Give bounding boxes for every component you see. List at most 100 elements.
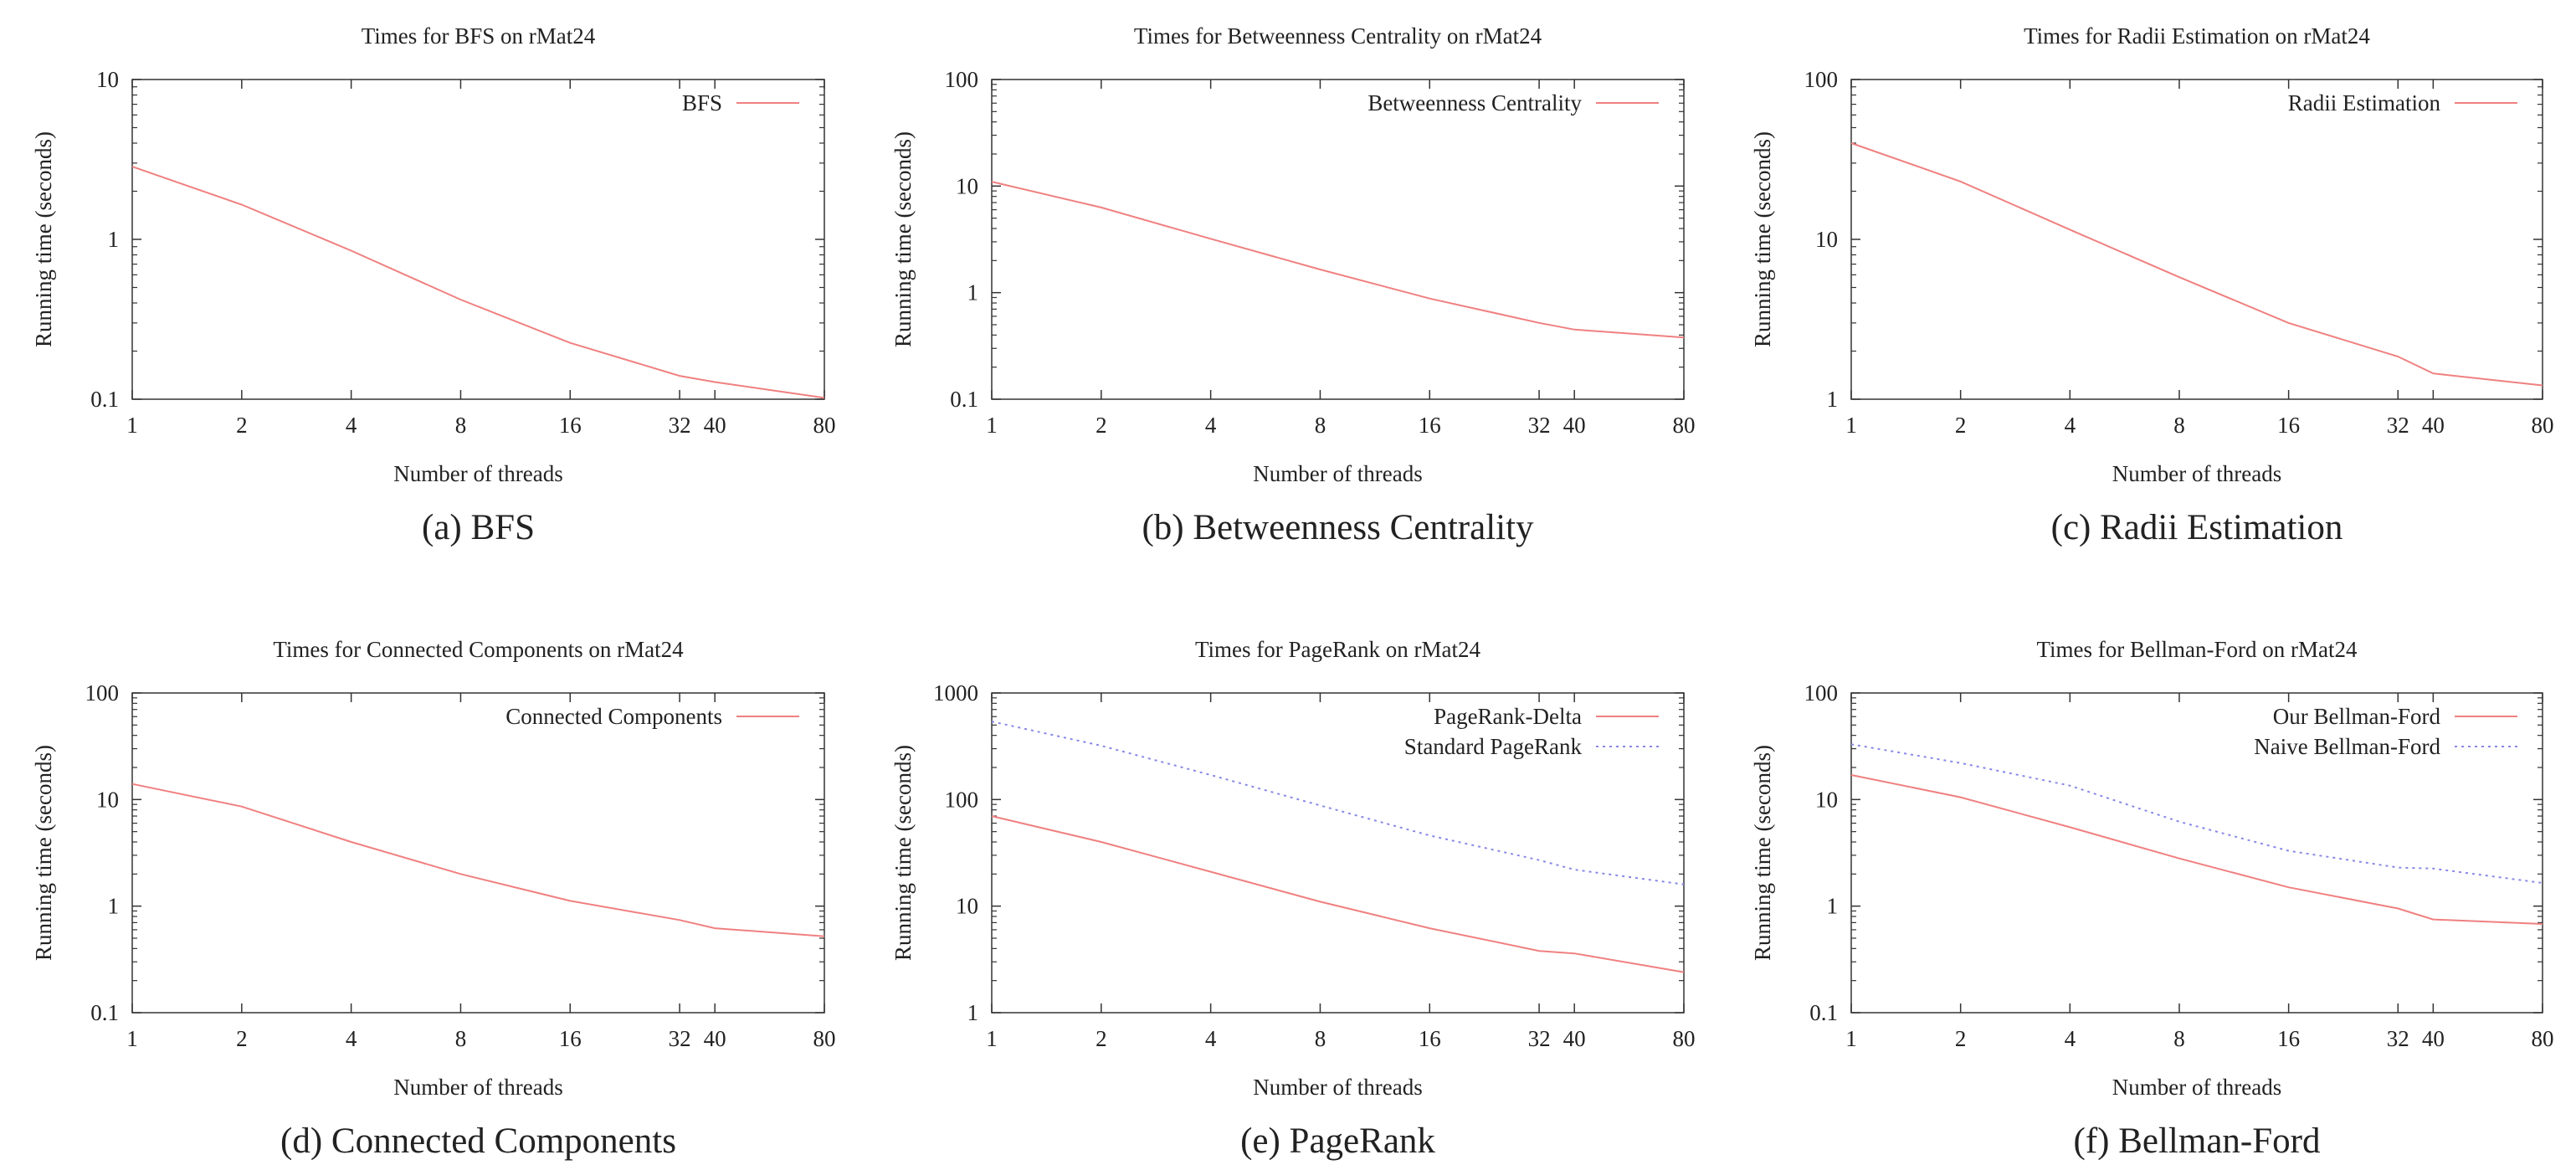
legend-label: Radii Estimation bbox=[2288, 90, 2441, 115]
x-tick-label: 32 bbox=[1528, 1026, 1551, 1051]
legend-label: Connected Components bbox=[505, 704, 722, 729]
legend-label: Naive Bellman-Ford bbox=[2254, 734, 2440, 759]
x-tick-label: 80 bbox=[2532, 413, 2554, 438]
x-tick-label: 32 bbox=[1528, 413, 1551, 438]
series-line-1 bbox=[991, 181, 1685, 339]
x-tick-label: 16 bbox=[559, 1026, 582, 1051]
x-tick-label: 4 bbox=[346, 1026, 357, 1051]
x-tick-label: 2 bbox=[236, 1026, 248, 1051]
x-tick-label: 2 bbox=[1955, 413, 1967, 438]
x-tick-label: 4 bbox=[346, 413, 357, 438]
x-tick-label: 4 bbox=[2065, 413, 2076, 438]
y-axis-label: Running time (seconds) bbox=[890, 131, 916, 347]
chart-title: Times for Betweenness Centrality on rMat… bbox=[1134, 23, 1542, 49]
x-tick-label: 1 bbox=[126, 413, 138, 438]
subfigure-caption: (e) PageRank bbox=[1240, 1121, 1435, 1161]
x-tick-label: 8 bbox=[2173, 1026, 2185, 1051]
x-tick-label: 40 bbox=[1563, 1026, 1586, 1051]
x-tick-label: 16 bbox=[2277, 413, 2300, 438]
y-tick-label: 0.1 bbox=[950, 387, 978, 412]
legend-label: Our Bellman-Ford bbox=[2273, 704, 2441, 729]
y-axis-label: Running time (seconds) bbox=[31, 745, 56, 961]
chart-title: Times for PageRank on rMat24 bbox=[1195, 637, 1480, 662]
subfigure-caption: (f) Bellman-Ford bbox=[2074, 1121, 2321, 1161]
x-tick-label: 8 bbox=[455, 413, 467, 438]
x-tick-label: 2 bbox=[1096, 413, 1107, 438]
x-axis-label: Number of threads bbox=[1253, 1075, 1422, 1100]
y-tick-label: 1 bbox=[1827, 894, 1839, 919]
x-tick-label: 32 bbox=[669, 413, 691, 438]
x-tick-label: 1 bbox=[1845, 1026, 1857, 1051]
x-axis-label: Number of threads bbox=[1253, 461, 1422, 486]
y-tick-label: 10 bbox=[956, 173, 978, 198]
subfigure-caption: (b) Betweenness Centrality bbox=[1142, 508, 1534, 547]
subfigure-caption: (d) Connected Components bbox=[280, 1121, 676, 1161]
legend-label: Betweenness Centrality bbox=[1368, 90, 1582, 115]
plot-frame bbox=[131, 79, 825, 400]
x-tick-label: 32 bbox=[2387, 1026, 2409, 1051]
x-tick-label: 16 bbox=[1419, 1026, 1441, 1051]
y-axis-label: Running time (seconds) bbox=[1750, 745, 1775, 961]
x-tick-label: 2 bbox=[236, 413, 248, 438]
plot-frame bbox=[1850, 692, 2543, 1014]
x-axis-label: Number of threads bbox=[2112, 1075, 2281, 1100]
y-tick-label: 10 bbox=[956, 894, 978, 919]
x-tick-label: 4 bbox=[1205, 413, 1217, 438]
chart-panel-6: Times for Bellman-Ford on rMat24 1 2 4 8 16 32… bbox=[1750, 637, 2554, 1161]
series-line-2 bbox=[991, 721, 1685, 885]
legend-label: PageRank-Delta bbox=[1434, 704, 1582, 729]
x-tick-label: 32 bbox=[669, 1026, 691, 1051]
x-tick-label: 80 bbox=[1673, 1026, 1696, 1051]
x-axis-label: Number of threads bbox=[2112, 461, 2281, 486]
x-axis-label: Number of threads bbox=[393, 1075, 562, 1100]
y-tick-label: 1 bbox=[1827, 387, 1839, 412]
x-tick-label: 40 bbox=[704, 1026, 726, 1051]
y-tick-label: 100 bbox=[1804, 680, 1839, 706]
y-tick-label: 10 bbox=[1815, 227, 1838, 252]
y-tick-label: 100 bbox=[945, 787, 979, 812]
x-tick-label: 8 bbox=[1315, 1026, 1326, 1051]
y-axis-label: Running time (seconds) bbox=[890, 745, 916, 961]
y-tick-label: 1000 bbox=[933, 680, 978, 706]
subfigure-caption: (a) BFS bbox=[422, 508, 535, 547]
chart-panel-1: Times for BFS on rMat24 1 2 4 8 16 32 40 80 0.1 1 1… bbox=[31, 23, 836, 547]
y-tick-label: 0.1 bbox=[1809, 1000, 1838, 1025]
series-line-1 bbox=[131, 166, 825, 399]
legend-label: BFS bbox=[682, 90, 722, 115]
x-tick-label: 8 bbox=[2173, 413, 2185, 438]
subfigure-caption: (c) Radii Estimation bbox=[2051, 508, 2343, 547]
chart-title: Times for BFS on rMat24 bbox=[362, 23, 596, 49]
plot-frame bbox=[1850, 79, 2543, 400]
y-tick-label: 1 bbox=[108, 894, 120, 919]
x-tick-label: 8 bbox=[455, 1026, 467, 1051]
chart-panel-5: Times for PageRank on rMat24 1 2 4 8 16 32 40 80… bbox=[890, 637, 1696, 1161]
y-tick-label: 1 bbox=[967, 280, 979, 305]
series-line-1 bbox=[991, 815, 1685, 973]
y-tick-label: 100 bbox=[85, 680, 120, 706]
y-tick-label: 1 bbox=[108, 227, 120, 252]
x-tick-label: 32 bbox=[2387, 413, 2409, 438]
x-tick-label: 80 bbox=[1673, 413, 1696, 438]
x-tick-label: 16 bbox=[2277, 1026, 2300, 1051]
x-tick-label: 1 bbox=[986, 1026, 998, 1051]
x-axis-label: Number of threads bbox=[393, 461, 562, 486]
chart-panel-4: Times for Connected Components on rMat24… bbox=[31, 637, 836, 1161]
series-line-1 bbox=[1850, 142, 2543, 387]
plot-frame bbox=[991, 79, 1685, 400]
x-tick-label: 2 bbox=[1955, 1026, 1967, 1051]
chart-title: Times for Radii Estimation on rMat24 bbox=[2024, 23, 2370, 49]
chart-panel-3: Times for Radii Estimation on rMat24 1 2 4 8… bbox=[1750, 23, 2554, 547]
x-tick-label: 80 bbox=[813, 413, 836, 438]
y-tick-label: 10 bbox=[1815, 787, 1838, 812]
y-tick-label: 100 bbox=[945, 67, 979, 92]
series-line-1 bbox=[131, 783, 825, 937]
x-tick-label: 8 bbox=[1315, 413, 1326, 438]
x-tick-label: 4 bbox=[2065, 1026, 2076, 1051]
x-tick-label: 80 bbox=[813, 1026, 836, 1051]
y-axis-label: Running time (seconds) bbox=[1750, 131, 1775, 347]
x-tick-label: 40 bbox=[2422, 1026, 2445, 1051]
x-tick-label: 1 bbox=[126, 1026, 138, 1051]
plot-frame bbox=[991, 692, 1685, 1014]
x-tick-label: 1 bbox=[986, 413, 998, 438]
x-tick-label: 40 bbox=[704, 413, 726, 438]
